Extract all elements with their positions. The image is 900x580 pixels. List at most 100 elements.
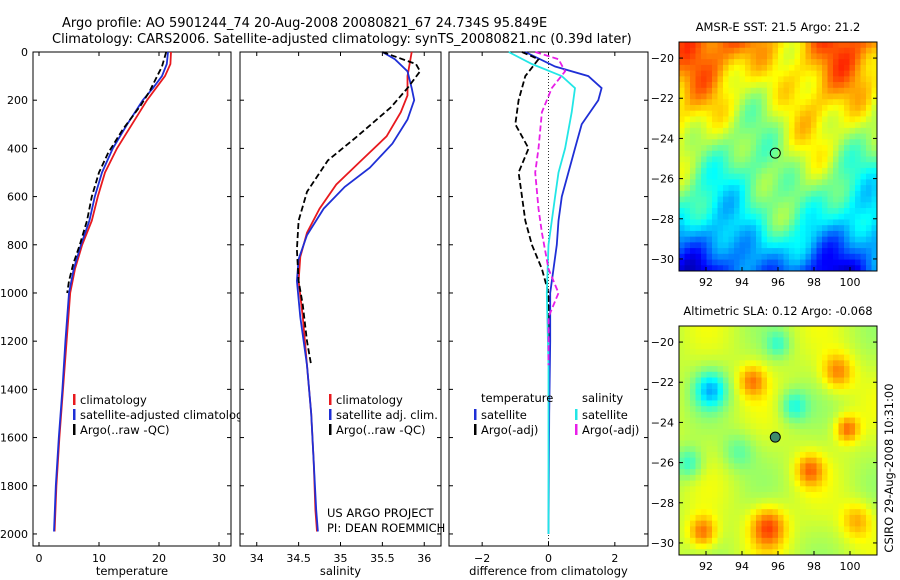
heatmap-cell [816, 82, 823, 89]
heatmap-cell [783, 400, 790, 407]
heatmap-cell [679, 463, 685, 470]
heatmap-cell [695, 145, 702, 152]
heatmap-cell [794, 236, 801, 243]
heatmap-cell [706, 343, 713, 350]
heatmap-cell [723, 480, 729, 487]
heatmap-cell [838, 230, 845, 238]
heatmap-cell [723, 377, 729, 384]
heatmap-cell [684, 248, 691, 255]
heatmap-cell [695, 190, 702, 197]
heatmap-cell [778, 497, 784, 504]
heatmap-cell [805, 236, 812, 243]
heatmap-cell [723, 253, 729, 260]
heatmap-cell [822, 492, 828, 499]
heatmap-cell [761, 167, 768, 175]
heatmap-cell [805, 225, 812, 232]
heatmap-cell [811, 139, 817, 146]
heatmap-cell [805, 64, 812, 72]
heatmap-cell [772, 150, 779, 157]
heatmap-cell [800, 122, 806, 129]
heatmap-cell [739, 543, 746, 550]
heatmap-cell [811, 145, 817, 152]
heatmap-cell [816, 360, 823, 367]
series-line-black [295, 51, 422, 366]
heatmap-cell [745, 145, 751, 152]
heatmap-cell [701, 514, 707, 522]
heatmap-cell [761, 417, 768, 424]
heatmap-cell [778, 451, 784, 459]
heatmap-cell [739, 514, 746, 522]
heatmap-cell [695, 549, 702, 556]
heatmap-cell [712, 116, 718, 123]
heatmap-cell [701, 225, 707, 232]
heatmap-cell [871, 82, 878, 89]
heatmap-cell [728, 457, 735, 464]
heatmap-cell [844, 167, 850, 175]
heatmap-cell [695, 242, 702, 249]
heatmap-cell [745, 259, 751, 266]
heatmap-cell [695, 486, 702, 493]
heatmap-cell [772, 219, 779, 226]
heatmap-cell [745, 230, 751, 238]
heatmap-cell [679, 127, 685, 135]
heatmap-cell [701, 122, 707, 129]
heatmap-cell [756, 446, 762, 453]
heatmap-cell [816, 185, 823, 192]
heatmap-cell [684, 179, 691, 186]
heatmap-cell [838, 492, 845, 499]
heatmap-cell [860, 492, 867, 499]
heatmap-cell [728, 196, 735, 203]
heatmap-cell [783, 503, 790, 510]
heatmap-cell [866, 202, 872, 209]
heatmap-cell [805, 242, 812, 249]
heatmap-cell [728, 400, 735, 407]
heatmap-cell [811, 173, 817, 180]
heatmap-cell [778, 259, 784, 266]
heatmap-cell [811, 429, 817, 436]
heatmap-cell [750, 343, 757, 350]
heatmap-cell [866, 543, 872, 550]
heatmap-cell [855, 497, 861, 504]
heatmap-cell [684, 331, 691, 338]
heatmap-cell [745, 162, 751, 169]
heatmap-cell [833, 70, 839, 77]
heatmap-cell [684, 497, 691, 504]
heatmap-cell [855, 526, 861, 533]
heatmap-cell [866, 64, 872, 72]
heatmap-cell [684, 185, 691, 192]
heatmap-cell [789, 150, 795, 157]
heatmap-cell [756, 457, 762, 464]
heatmap-cell [734, 440, 740, 447]
heatmap-cell [783, 326, 790, 333]
heatmap-cell [767, 104, 773, 112]
heatmap-cell [778, 366, 784, 373]
heatmap-cell [745, 93, 751, 100]
heatmap-cell [789, 93, 795, 100]
heatmap-cell [871, 259, 878, 266]
heatmap-cell [690, 76, 696, 83]
heatmap-cell [871, 406, 878, 413]
heatmap-cell [860, 366, 867, 373]
y-tick-label: 2000 [0, 528, 28, 541]
heatmap-cell [860, 104, 867, 112]
heatmap-cell [706, 537, 713, 544]
heatmap-cell [734, 127, 740, 135]
heatmap-cell [739, 87, 746, 94]
heatmap-cell [778, 116, 784, 123]
legend-swatch-blue [329, 409, 332, 420]
heatmap-cell [866, 474, 872, 481]
heatmap-cell [739, 417, 746, 424]
heatmap-cell [761, 104, 768, 112]
heatmap-cell [723, 486, 729, 493]
heatmap-cell [805, 463, 812, 470]
heatmap-cell [822, 53, 828, 60]
heatmap-cell [706, 337, 713, 344]
heatmap-cell [734, 366, 740, 373]
heatmap-cell [767, 348, 773, 356]
heatmap-cell [717, 225, 724, 232]
figure-title-line1: Argo profile: AO 5901244_74 20-Aug-2008 … [62, 16, 547, 31]
heatmap-cell [844, 64, 850, 72]
heatmap-cell [866, 503, 872, 510]
heatmap-cell [745, 411, 751, 419]
heatmap-cell [679, 509, 685, 516]
